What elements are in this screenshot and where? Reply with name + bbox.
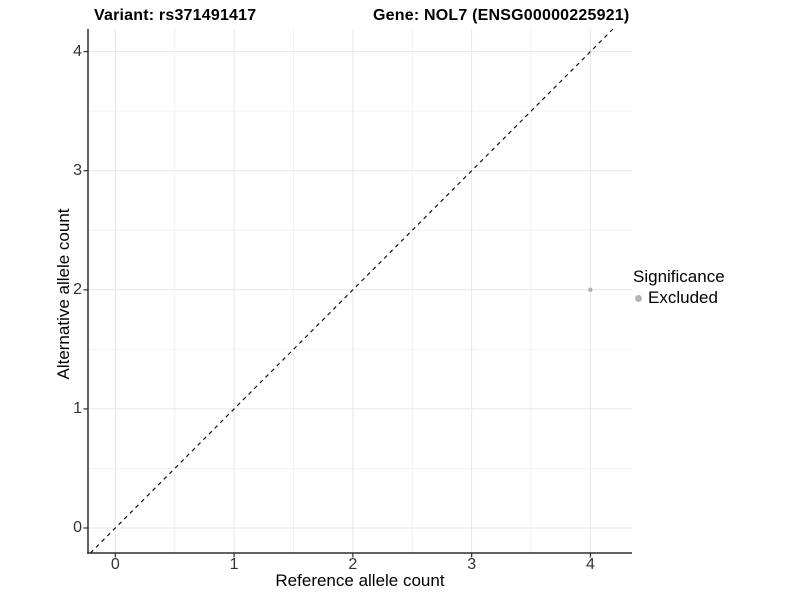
identity-line <box>89 28 614 554</box>
plot-title-variant: Variant: rs371491417 <box>94 7 257 24</box>
x-tick-label: 4 <box>585 556 595 573</box>
legend: Significance Excluded <box>633 266 725 308</box>
legend-item-excluded: Excluded <box>633 288 725 308</box>
x-axis-title: Reference allele count <box>275 571 445 590</box>
x-tick-label: 2 <box>348 556 358 573</box>
y-tick-label: 3 <box>73 161 82 179</box>
legend-title: Significance <box>633 267 725 286</box>
y-tick-label: 4 <box>73 42 82 60</box>
x-tick-label: 1 <box>229 556 239 573</box>
y-tick-label: 2 <box>73 280 82 298</box>
data-point <box>588 287 593 293</box>
plot-title-gene: Gene: NOL7 (ENSG00000225921) <box>373 7 630 24</box>
excluded-dot-icon <box>635 294 642 302</box>
y-axis-title: Alternative allele count <box>54 208 73 380</box>
legend-item-label: Excluded <box>648 288 718 307</box>
y-tick-label: 1 <box>73 399 82 417</box>
y-tick-label: 0 <box>73 518 82 536</box>
x-tick-label: 3 <box>467 556 477 573</box>
x-tick-label: 0 <box>110 556 120 573</box>
